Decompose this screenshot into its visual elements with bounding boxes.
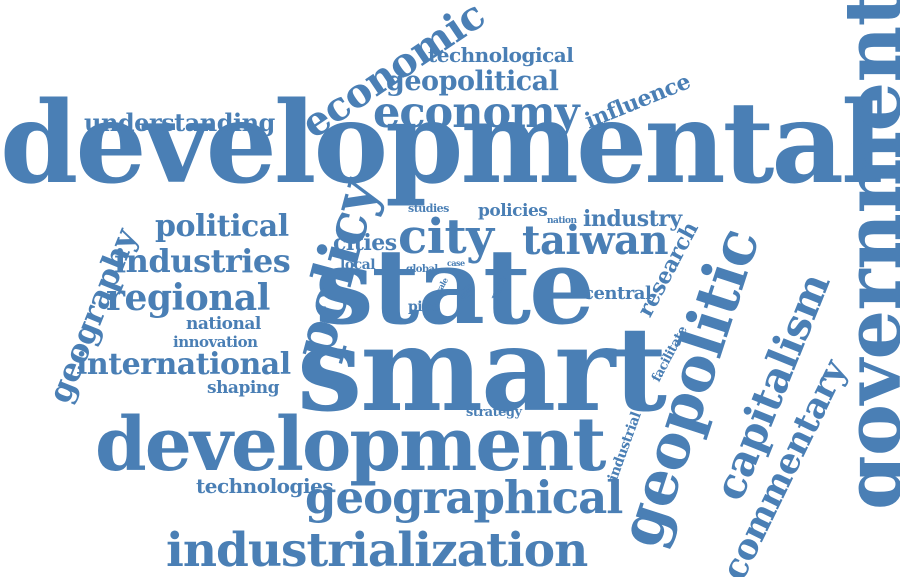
word-regional: regional: [106, 277, 270, 319]
word-economy: economy: [373, 88, 580, 138]
word-shaping: shaping: [207, 378, 280, 398]
word-technologies: technologies: [196, 474, 334, 498]
word-cities: cities: [333, 230, 397, 256]
word-industries: industries: [114, 242, 291, 280]
word-technological: technological: [428, 43, 574, 67]
word-pike: pike: [408, 299, 440, 315]
word-studies: studies: [408, 202, 449, 215]
word-case: case: [447, 258, 465, 268]
word-geopolitical: geopolitical: [386, 66, 559, 97]
word-government: government: [828, 0, 900, 510]
word-geographical: geographical: [305, 471, 623, 524]
word-policies: policies: [478, 201, 548, 221]
word-national: national: [186, 314, 261, 334]
word-political: political: [155, 209, 289, 244]
word-development: development: [95, 402, 606, 488]
word-central: central: [583, 283, 652, 304]
word-innovation: innovation: [173, 333, 258, 351]
word-city: city: [398, 209, 494, 265]
word-developmental: developmental: [0, 78, 884, 209]
word-taiwan: taiwan: [522, 217, 669, 264]
word-industrialization: industrialization: [166, 523, 588, 577]
word-global: global: [406, 264, 438, 275]
word-state: state: [315, 225, 595, 348]
word-local: local: [340, 257, 376, 273]
word-strategy: strategy: [466, 405, 522, 420]
word-smart: smart: [297, 302, 667, 438]
word-nation: nation: [547, 216, 577, 226]
word-understanding: understanding: [84, 108, 275, 137]
word-international: international: [76, 347, 291, 382]
word-industry: industry: [583, 206, 682, 232]
